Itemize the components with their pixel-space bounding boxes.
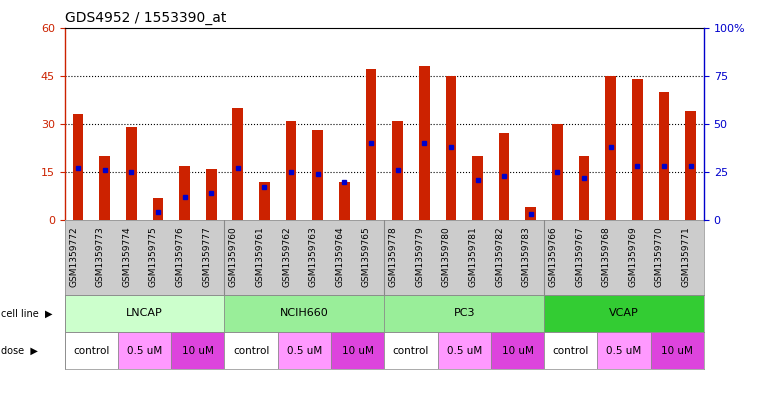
Text: GSM1359761: GSM1359761 xyxy=(256,226,265,287)
Text: control: control xyxy=(393,346,429,356)
Bar xyxy=(384,332,438,369)
Bar xyxy=(312,130,323,220)
Bar xyxy=(233,108,243,220)
Bar xyxy=(99,156,110,220)
Text: 0.5 uM: 0.5 uM xyxy=(287,346,322,356)
Bar xyxy=(446,75,457,220)
Text: GDS4952 / 1553390_at: GDS4952 / 1553390_at xyxy=(65,11,226,25)
Bar xyxy=(525,207,536,220)
Bar xyxy=(65,295,224,332)
Bar xyxy=(65,332,118,369)
Bar xyxy=(659,92,670,220)
Bar xyxy=(579,156,589,220)
Bar xyxy=(544,295,704,332)
Bar xyxy=(126,127,137,220)
Text: GSM1359773: GSM1359773 xyxy=(96,226,104,287)
Text: VCAP: VCAP xyxy=(609,309,639,318)
Text: 10 uM: 10 uM xyxy=(342,346,374,356)
Text: GSM1359776: GSM1359776 xyxy=(176,226,184,287)
Text: GSM1359780: GSM1359780 xyxy=(442,226,451,287)
Bar xyxy=(393,121,403,220)
Text: GSM1359774: GSM1359774 xyxy=(123,226,131,286)
Bar xyxy=(499,133,509,220)
Bar xyxy=(384,295,544,332)
Text: 10 uM: 10 uM xyxy=(501,346,533,356)
Bar xyxy=(205,169,216,220)
Text: NCIH660: NCIH660 xyxy=(280,309,329,318)
Text: GSM1359764: GSM1359764 xyxy=(336,226,344,286)
Bar xyxy=(491,332,544,369)
Text: GSM1359763: GSM1359763 xyxy=(309,226,318,287)
Text: GSM1359781: GSM1359781 xyxy=(469,226,478,287)
Bar xyxy=(632,79,642,220)
Bar xyxy=(419,66,429,220)
Bar xyxy=(331,332,384,369)
Bar xyxy=(224,295,384,332)
Bar xyxy=(651,332,704,369)
Text: GSM1359772: GSM1359772 xyxy=(69,226,78,286)
Bar xyxy=(278,332,331,369)
Text: 0.5 uM: 0.5 uM xyxy=(447,346,482,356)
Text: 0.5 uM: 0.5 uM xyxy=(607,346,642,356)
Bar xyxy=(152,198,163,220)
Text: GSM1359766: GSM1359766 xyxy=(549,226,557,287)
Bar xyxy=(286,121,296,220)
Text: PC3: PC3 xyxy=(454,309,475,318)
Bar xyxy=(73,114,84,220)
Text: 10 uM: 10 uM xyxy=(182,346,214,356)
Text: GSM1359760: GSM1359760 xyxy=(229,226,237,287)
Bar xyxy=(472,156,482,220)
Bar xyxy=(118,332,171,369)
Text: control: control xyxy=(73,346,110,356)
Bar xyxy=(597,332,651,369)
Bar xyxy=(605,75,616,220)
Bar xyxy=(339,182,350,220)
Text: GSM1359765: GSM1359765 xyxy=(362,226,371,287)
Text: GSM1359775: GSM1359775 xyxy=(149,226,158,287)
Text: control: control xyxy=(552,346,589,356)
Text: 10 uM: 10 uM xyxy=(661,346,693,356)
Text: GSM1359768: GSM1359768 xyxy=(602,226,610,287)
Text: GSM1359767: GSM1359767 xyxy=(575,226,584,287)
Text: GSM1359777: GSM1359777 xyxy=(202,226,211,287)
Bar xyxy=(552,124,563,220)
Text: GSM1359779: GSM1359779 xyxy=(416,226,425,287)
Text: 0.5 uM: 0.5 uM xyxy=(127,346,162,356)
Bar xyxy=(686,111,696,220)
Text: GSM1359770: GSM1359770 xyxy=(655,226,664,287)
Bar xyxy=(438,332,491,369)
Text: GSM1359783: GSM1359783 xyxy=(522,226,530,287)
Text: GSM1359782: GSM1359782 xyxy=(495,226,504,286)
Bar xyxy=(366,69,376,220)
Text: LNCAP: LNCAP xyxy=(126,309,163,318)
Bar xyxy=(180,165,190,220)
Text: GSM1359778: GSM1359778 xyxy=(389,226,397,287)
Bar xyxy=(259,182,269,220)
Bar xyxy=(171,332,224,369)
Text: dose  ▶: dose ▶ xyxy=(1,346,37,356)
Text: GSM1359762: GSM1359762 xyxy=(282,226,291,286)
Bar xyxy=(224,332,278,369)
Text: GSM1359771: GSM1359771 xyxy=(682,226,690,287)
Text: GSM1359769: GSM1359769 xyxy=(629,226,637,287)
Text: control: control xyxy=(233,346,269,356)
Text: cell line  ▶: cell line ▶ xyxy=(1,309,53,318)
Bar xyxy=(544,332,597,369)
